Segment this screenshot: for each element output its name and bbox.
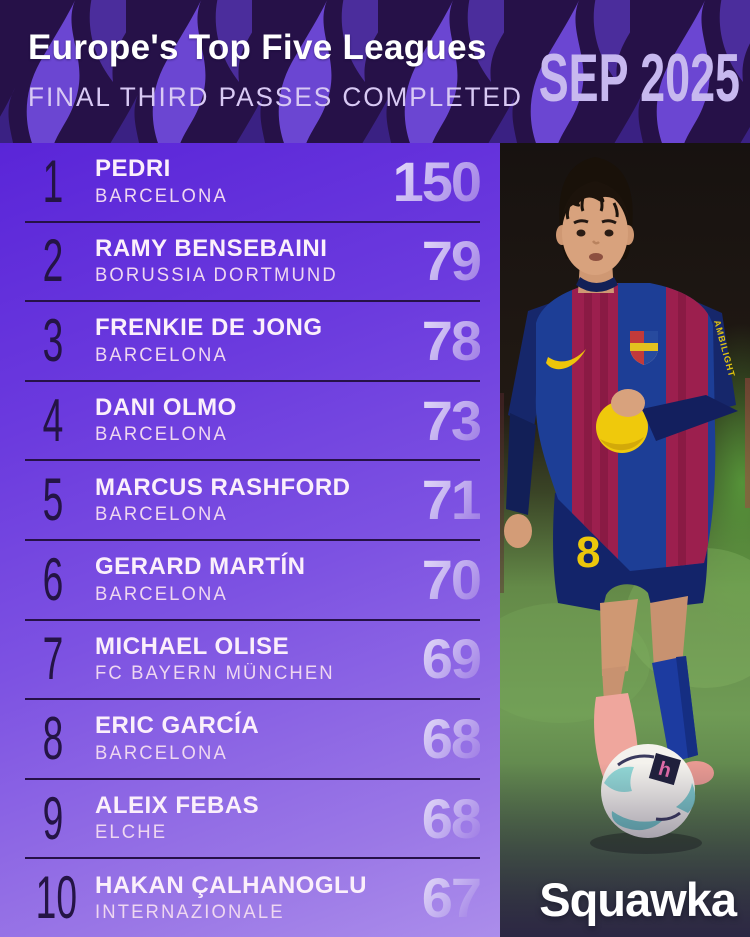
rank-number: 10	[35, 864, 78, 932]
period-badge: SEP 2025	[538, 40, 740, 116]
stat-value: 68	[421, 706, 482, 770]
player-info: PEDRI BARCELONA	[81, 155, 393, 207]
player-info: RAMY BENSEBAINI BORUSSIA DORTMUND	[81, 234, 422, 287]
player-info: ERIC GARCÍA BARCELONA	[81, 712, 422, 764]
player-name: MARCUS RASHFORD	[95, 473, 351, 501]
stat-value: 68	[421, 786, 482, 850]
player-name: HAKAN ÇALHANOGLU	[95, 871, 367, 899]
stat-value: 150	[392, 149, 482, 213]
ranking-row: 10 HAKAN ÇALHANOGLU INTERNAZIONALE 67	[25, 859, 482, 937]
rank-number: 4	[42, 386, 64, 454]
ranking-row: 9 ALEIX FEBAS ELCHE 68	[25, 780, 482, 860]
ranking-row: 7 MICHAEL OLISE FC BAYERN MÜNCHEN 69	[25, 621, 482, 701]
player-name: RAMY BENSEBAINI	[95, 234, 328, 262]
ranking-row: 8 ERIC GARCÍA BARCELONA 68	[25, 700, 482, 780]
club-name: BARCELONA	[95, 424, 228, 446]
stat-value: 67	[421, 866, 482, 930]
header: Europe's Top Five Leagues FINAL THIRD PA…	[0, 0, 750, 143]
stat-value: 73	[421, 388, 482, 452]
ranking-row: 1 PEDRI BARCELONA 150	[25, 143, 482, 223]
rank-number: 2	[42, 227, 64, 295]
stat-value: 70	[421, 547, 482, 611]
ranking-row: 6 GERARD MARTÍN BARCELONA 70	[25, 541, 482, 621]
club-name: BARCELONA	[95, 583, 228, 605]
player-name: PEDRI	[95, 155, 171, 183]
stat-value: 79	[421, 229, 482, 293]
player-photo: 8 AMBILIGHT	[500, 143, 750, 937]
player-info: DANI OLMO BARCELONA	[81, 393, 422, 446]
player-info: FRENKIE DE JONG BARCELONA	[81, 314, 422, 366]
club-name: BARCELONA	[95, 503, 228, 525]
shorts-number: 8	[576, 528, 600, 577]
rank-number: 5	[42, 466, 64, 534]
page-subtitle: FINAL THIRD PASSES COMPLETED	[28, 82, 523, 112]
page-title: Europe's Top Five Leagues	[28, 28, 487, 67]
player-info: GERARD MARTÍN BARCELONA	[81, 553, 422, 605]
ranking-row: 2 RAMY BENSEBAINI BORUSSIA DORTMUND 79	[25, 223, 482, 303]
player-photo-illustration: 8 AMBILIGHT	[500, 143, 750, 937]
rank-number: 1	[42, 147, 64, 215]
club-name: ELCHE	[95, 822, 168, 844]
rank-number: 8	[42, 704, 64, 772]
player-info: ALEIX FEBAS ELCHE	[81, 791, 422, 844]
flame-pattern-background	[0, 0, 750, 143]
stat-value: 71	[421, 468, 482, 532]
squawka-logo: Squawka	[539, 873, 737, 926]
ranking-row: 3 FRENKIE DE JONG BARCELONA 78	[25, 302, 482, 382]
club-name: INTERNAZIONALE	[95, 901, 285, 923]
player-name: MICHAEL OLISE	[95, 632, 290, 660]
player-name: GERARD MARTÍN	[95, 553, 306, 581]
ranking-row: 5 MARCUS RASHFORD BARCELONA 71	[25, 461, 482, 541]
ranking-row: 4 DANI OLMO BARCELONA 73	[25, 382, 482, 462]
club-name: BARCELONA	[95, 185, 228, 207]
stat-value: 78	[421, 308, 482, 372]
stat-value: 69	[421, 627, 482, 691]
player-name: DANI OLMO	[95, 393, 237, 421]
rank-number: 3	[42, 306, 64, 374]
club-name: BARCELONA	[95, 344, 228, 366]
club-name: BARCELONA	[95, 742, 228, 764]
club-name: FC BAYERN MÜNCHEN	[95, 663, 335, 685]
player-name: ERIC GARCÍA	[95, 712, 260, 740]
player-info: MARCUS RASHFORD BARCELONA	[81, 473, 422, 526]
player-name: FRENKIE DE JONG	[95, 314, 323, 342]
player-info: MICHAEL OLISE FC BAYERN MÜNCHEN	[81, 632, 422, 685]
club-name: BORUSSIA DORTMUND	[95, 265, 338, 287]
club-crest-icon	[630, 331, 658, 365]
player-name: ALEIX FEBAS	[95, 791, 260, 819]
rank-number: 6	[42, 545, 64, 613]
rank-number: 9	[42, 784, 64, 852]
player-info: HAKAN ÇALHANOGLU INTERNAZIONALE	[81, 871, 422, 924]
swoosh-icon	[546, 349, 586, 370]
rank-number: 7	[42, 625, 64, 693]
rankings-list: 1 PEDRI BARCELONA 150 2 RAMY BENSEBAINI …	[0, 143, 500, 937]
